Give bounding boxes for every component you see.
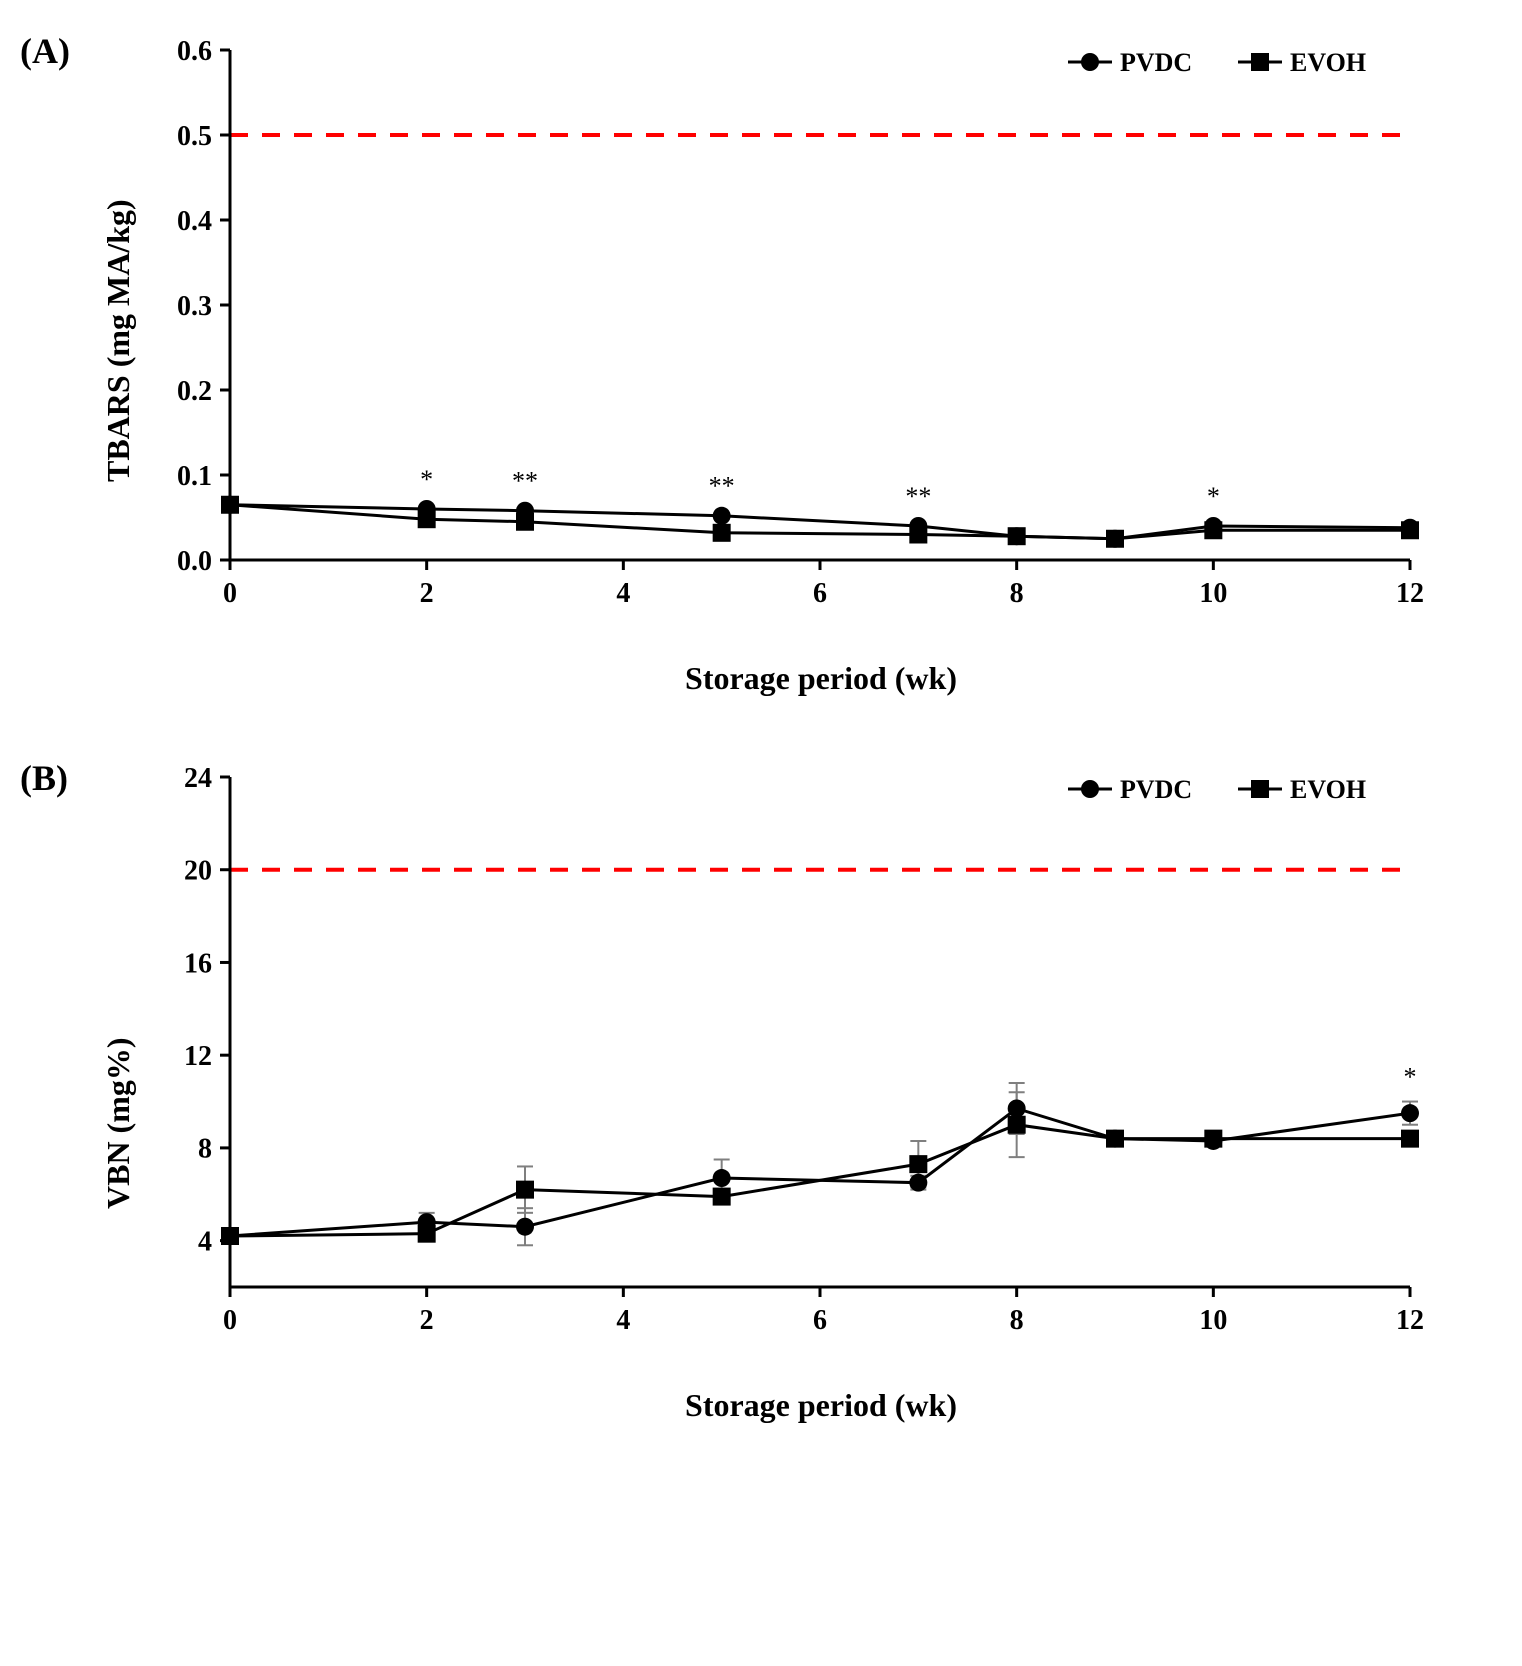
svg-text:0.0: 0.0	[177, 546, 212, 577]
svg-text:0.4: 0.4	[177, 206, 212, 237]
svg-text:16: 16	[184, 948, 212, 979]
svg-text:0.3: 0.3	[177, 291, 212, 322]
svg-text:8: 8	[1010, 1305, 1024, 1336]
svg-text:*: *	[1404, 1062, 1417, 1091]
svg-text:12: 12	[1396, 578, 1424, 609]
svg-text:0.6: 0.6	[177, 36, 212, 67]
svg-text:4: 4	[616, 578, 630, 609]
svg-text:4: 4	[198, 1226, 212, 1257]
panel-b: (B) VBN (mg%) 0246810124812162024*PVDCEV…	[20, 757, 1502, 1424]
panel-a: (A) TBARS (mg MA/kg) 0 2 4 6 8 10 12 0.0 0.1 0.2 0…	[20, 30, 1502, 697]
svg-text:0: 0	[223, 578, 237, 609]
svg-text:0: 0	[223, 1305, 237, 1336]
svg-text:0.1: 0.1	[177, 461, 212, 492]
svg-text:12: 12	[1396, 1305, 1424, 1336]
svg-text:*: *	[420, 465, 433, 494]
svg-text:12: 12	[184, 1041, 212, 1072]
figure: (A) TBARS (mg MA/kg) 0246810120.00.10.20…	[20, 30, 1502, 1424]
svg-text:EVOH: EVOH	[1290, 48, 1366, 77]
svg-text:PVDC: PVDC	[1120, 775, 1192, 804]
svg-text:10: 10	[1199, 578, 1227, 609]
svg-text:24: 24	[184, 763, 212, 794]
svg-text:**: **	[512, 466, 538, 495]
svg-text:*: *	[1207, 482, 1220, 511]
svg-text:6: 6	[813, 578, 827, 609]
panel-b-x-title: Storage period (wk)	[140, 1387, 1502, 1424]
panel-b-y-title: VBN (mg%)	[100, 1038, 137, 1210]
svg-text:0.5: 0.5	[177, 121, 212, 152]
svg-text:**: **	[709, 472, 735, 501]
svg-text:10: 10	[1199, 1305, 1227, 1336]
panel-a-x-title: Storage period (wk)	[140, 660, 1502, 697]
svg-text:**: **	[905, 482, 931, 511]
panel-a-plot-wrap: TBARS (mg MA/kg) 0246810120.00.10.20.30.…	[140, 30, 1502, 697]
panel-a-y-title: TBARS (mg MA/kg)	[100, 200, 137, 483]
panel-a-label: (A)	[20, 30, 70, 72]
svg-text:8: 8	[198, 1134, 212, 1165]
panel-b-plot-wrap: VBN (mg%) 0246810124812162024*PVDCEVOH S…	[140, 757, 1502, 1424]
svg-text:PVDC: PVDC	[1120, 48, 1192, 77]
panel-b-svg: 0246810124812162024*PVDCEVOH	[140, 757, 1440, 1337]
svg-text:4: 4	[616, 1305, 630, 1336]
svg-text:2: 2	[420, 1305, 434, 1336]
svg-text:EVOH: EVOH	[1290, 775, 1366, 804]
panel-a-svg: 0246810120.00.10.20.30.40.50.6********PV…	[140, 30, 1440, 610]
svg-text:2: 2	[420, 578, 434, 609]
svg-text:6: 6	[813, 1305, 827, 1336]
svg-text:0.2: 0.2	[177, 376, 212, 407]
svg-text:20: 20	[184, 856, 212, 887]
svg-text:8: 8	[1010, 578, 1024, 609]
panel-b-label: (B)	[20, 757, 68, 799]
